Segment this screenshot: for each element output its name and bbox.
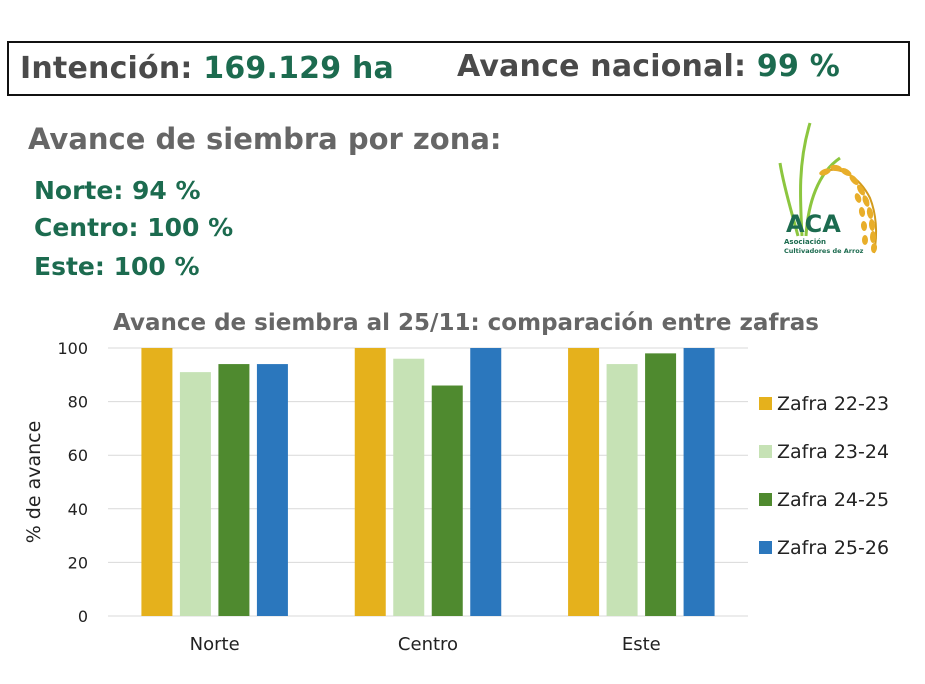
bar-zafra-24-25-norte: [218, 364, 250, 616]
zone-centro: Centro: 100 %: [34, 213, 234, 242]
bar-zafra-25-26-este: [683, 348, 715, 616]
y-tick-label: 40: [68, 500, 88, 519]
sowing-progress-chart: Avance de siembra al 25/11: comparación …: [23, 310, 889, 655]
zone-progress-heading: Avance de siembra por zona:: [28, 122, 502, 156]
logo-acronym: ACA: [786, 210, 841, 238]
y-tick-label: 60: [68, 446, 88, 465]
legend-label: Zafra 24-25: [777, 489, 889, 511]
logo-line1: Asociación: [784, 238, 826, 246]
logo-line2: Cultivadores de Arroz: [784, 247, 864, 255]
bar-zafra-25-26-norte: [256, 364, 288, 616]
bar-zafra-22-23-centro: [354, 348, 386, 616]
zone-este: Este: 100 %: [34, 252, 200, 281]
legend-swatch: [759, 397, 772, 410]
summary-box: Intención: 169.129 ha Avance nacional: 9…: [7, 41, 910, 96]
legend-label: Zafra 25-26: [777, 537, 889, 559]
x-category-label: Centro: [398, 634, 458, 655]
zone-norte: Norte: 94 %: [34, 176, 201, 205]
intencion-summary: Intención: 169.129 ha: [20, 51, 394, 86]
avance-nacional-summary: Avance nacional: 99 %: [457, 49, 840, 84]
bar-zafra-24-25-este: [645, 353, 677, 616]
legend-swatch: [759, 541, 772, 554]
legend-label: Zafra 23-24: [777, 441, 889, 463]
bar-zafra-22-23-este: [568, 348, 600, 616]
avance-nacional-label: Avance nacional:: [457, 49, 747, 84]
chart-title: Avance de siembra al 25/11: comparación …: [113, 310, 819, 336]
y-axis-label: % de avance: [23, 421, 45, 544]
legend-swatch: [759, 493, 772, 506]
legend-label: Zafra 22-23: [777, 393, 889, 415]
bar-zafra-23-24-este: [606, 364, 638, 616]
x-category-label: Este: [622, 634, 661, 655]
intencion-value: 169.129 ha: [203, 51, 394, 86]
x-category-label: Norte: [190, 634, 240, 655]
y-tick-label: 0: [78, 607, 88, 626]
y-tick-label: 80: [68, 393, 88, 412]
bar-zafra-23-24-centro: [393, 358, 425, 616]
y-tick-label: 20: [68, 553, 88, 572]
bar-zafra-25-26-centro: [470, 348, 502, 616]
bar-zafra-23-24-norte: [179, 372, 211, 616]
y-tick-label: 100: [57, 339, 88, 358]
aca-logo: ACA Asociación Cultivadores de Arroz: [778, 122, 878, 255]
bar-zafra-24-25-centro: [431, 385, 463, 616]
bar-zafra-22-23-norte: [141, 348, 173, 616]
intencion-label: Intención:: [20, 51, 193, 86]
avance-nacional-value: 99 %: [756, 49, 840, 84]
legend-swatch: [759, 445, 772, 458]
